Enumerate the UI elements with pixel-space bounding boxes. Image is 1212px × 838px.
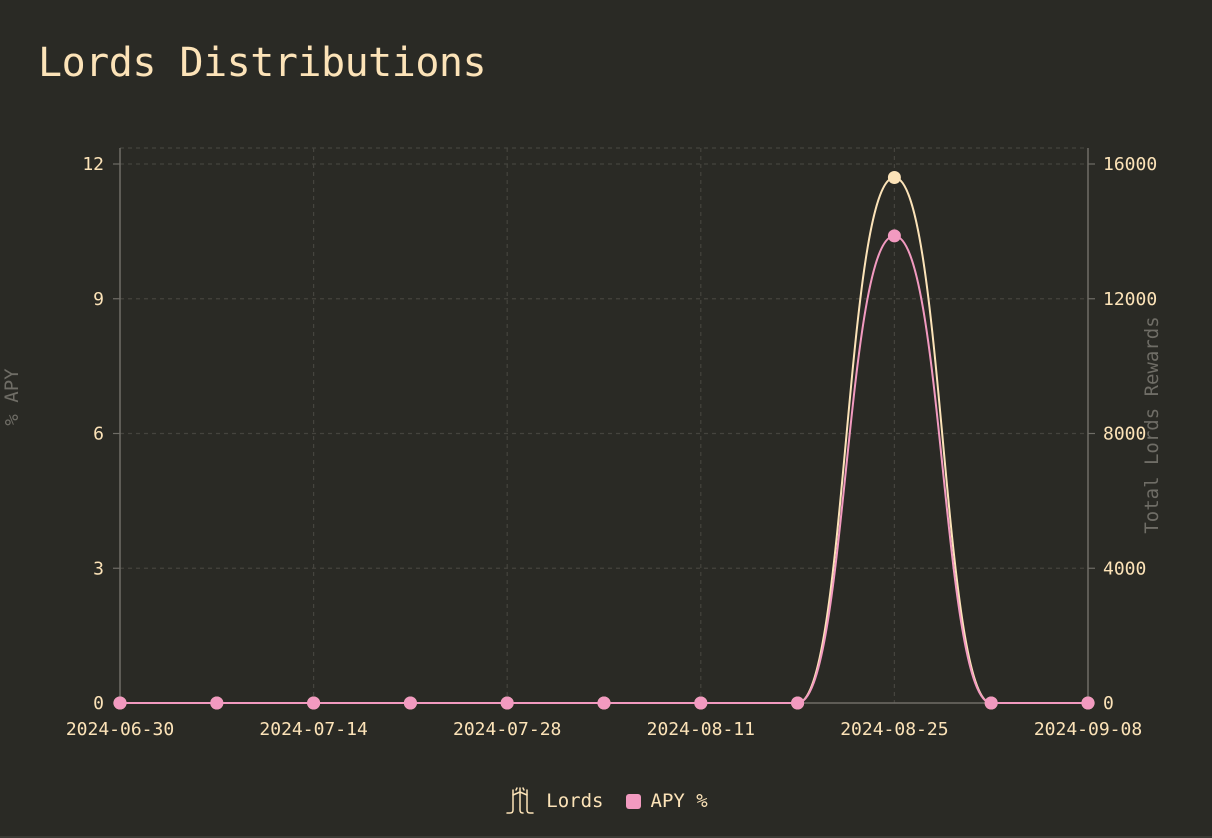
legend: Lords APY % bbox=[0, 786, 1212, 816]
x-tick-label: 2024-07-28 bbox=[453, 719, 561, 740]
left-tick-label: 9 bbox=[93, 289, 104, 310]
lords-logo-icon bbox=[506, 787, 535, 814]
left-axis-title: % APY bbox=[1, 368, 23, 426]
bottom-divider bbox=[0, 836, 1212, 838]
data-point-apy[interactable] bbox=[500, 696, 514, 710]
x-tick-label: 2024-08-11 bbox=[647, 719, 755, 740]
right-tick-label: 4000 bbox=[1103, 558, 1146, 579]
left-tick-label: 12 bbox=[82, 154, 104, 175]
tick-labels: 0 3 6 9 12 0 4000 8000 12000 16000 2024-06-30 2024-… bbox=[66, 154, 1157, 740]
grid bbox=[120, 147, 1088, 703]
series-line-lords bbox=[120, 176, 1088, 705]
x-tick-label: 2024-06-30 bbox=[66, 719, 174, 740]
data-point-apy[interactable] bbox=[694, 696, 708, 710]
right-axis-title: Total Lords Rewards bbox=[1141, 316, 1163, 533]
legend-label-apy: APY % bbox=[650, 790, 708, 812]
data-point-apy[interactable] bbox=[307, 696, 321, 710]
data-point-apy[interactable] bbox=[403, 696, 417, 710]
right-tick-label: 8000 bbox=[1103, 424, 1146, 445]
data-point-apy[interactable] bbox=[791, 696, 805, 710]
data-point-apy[interactable] bbox=[1081, 696, 1095, 710]
apy-swatch bbox=[625, 793, 641, 809]
data-point-apy[interactable] bbox=[113, 696, 127, 710]
data-point-lords[interactable] bbox=[887, 170, 901, 184]
left-tick-label: 3 bbox=[93, 558, 104, 579]
right-tick-label: 12000 bbox=[1103, 289, 1157, 310]
right-tick-label: 0 bbox=[1103, 693, 1114, 714]
series-group bbox=[113, 170, 1095, 710]
data-point-apy[interactable] bbox=[984, 696, 998, 710]
left-tick-label: 0 bbox=[93, 693, 104, 714]
data-point-apy[interactable] bbox=[597, 696, 611, 710]
x-tick-label: 2024-08-25 bbox=[840, 719, 948, 740]
legend-label-lords: Lords bbox=[546, 790, 604, 812]
x-tick-label: 2024-09-08 bbox=[1034, 719, 1142, 740]
left-tick-label: 6 bbox=[93, 424, 104, 445]
page-title: Lords Distributions bbox=[38, 40, 487, 86]
series-line-apy bbox=[120, 234, 1088, 705]
axes bbox=[113, 148, 1095, 704]
legend-item-lords[interactable]: Lords bbox=[504, 786, 604, 816]
legend-item-apy[interactable]: APY % bbox=[625, 790, 708, 812]
right-tick-label: 16000 bbox=[1103, 154, 1157, 175]
data-point-apy[interactable] bbox=[887, 229, 901, 243]
x-tick-label: 2024-07-14 bbox=[259, 719, 367, 740]
data-point-apy[interactable] bbox=[210, 696, 224, 710]
